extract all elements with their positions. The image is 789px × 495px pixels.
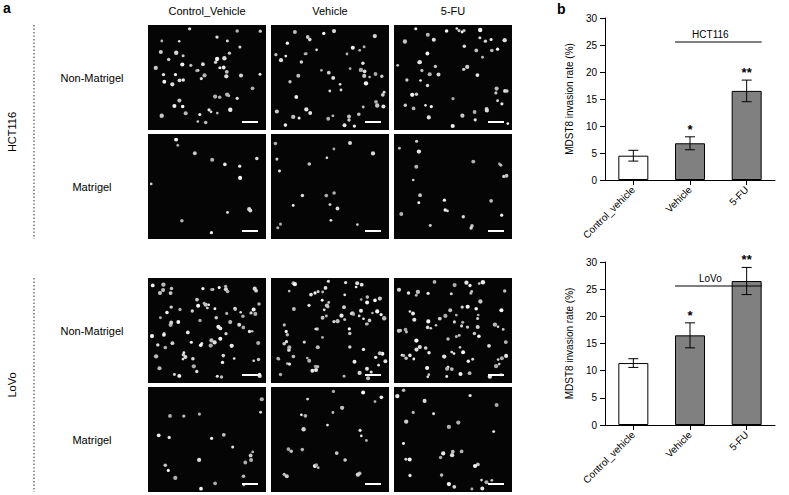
svg-text:20: 20 (586, 311, 598, 322)
svg-text:LoVo: LoVo (6, 372, 18, 397)
svg-text:30: 30 (586, 257, 598, 268)
svg-text:MDST8 invasion rate (%): MDST8 invasion rate (%) (564, 43, 575, 155)
svg-text:Matrigel: Matrigel (72, 434, 111, 446)
svg-text:0: 0 (591, 175, 597, 186)
svg-text:**: ** (742, 65, 753, 80)
svg-text:*: * (687, 308, 693, 323)
svg-text:Non-Matrigel: Non-Matrigel (61, 325, 124, 337)
svg-text:b: b (557, 1, 566, 17)
svg-text:10: 10 (586, 121, 598, 132)
svg-text:5-FU: 5-FU (727, 184, 750, 207)
svg-text:HCT116: HCT116 (6, 112, 18, 152)
svg-text:Control_vehicle: Control_vehicle (581, 429, 638, 486)
svg-text:*: * (687, 122, 693, 137)
svg-text:25: 25 (586, 40, 598, 51)
svg-text:20: 20 (586, 67, 598, 78)
svg-text:5-FU: 5-FU (727, 429, 750, 452)
svg-text:5: 5 (591, 148, 597, 159)
svg-text:15: 15 (586, 94, 598, 105)
svg-text:10: 10 (586, 365, 598, 376)
svg-text:Vehicle: Vehicle (312, 5, 347, 17)
svg-text:MDST8 invasion rate (%): MDST8 invasion rate (%) (564, 288, 575, 400)
svg-text:Control_vehicle: Control_vehicle (581, 184, 638, 241)
svg-text:25: 25 (586, 284, 598, 295)
svg-text:LoVo: LoVo (699, 273, 722, 284)
svg-text:30: 30 (586, 13, 598, 24)
svg-text:HCT116: HCT116 (692, 29, 729, 40)
svg-text:0: 0 (591, 420, 597, 431)
svg-text:Matrigel: Matrigel (72, 181, 111, 193)
svg-text:Non-Matrigel: Non-Matrigel (61, 72, 124, 84)
svg-text:Control_Vehicle: Control_Vehicle (168, 5, 245, 17)
svg-text:a: a (3, 0, 11, 16)
svg-text:5: 5 (591, 392, 597, 403)
svg-text:5-FU: 5-FU (441, 5, 466, 17)
svg-text:15: 15 (586, 338, 598, 349)
svg-text:Vehicle: Vehicle (663, 184, 694, 215)
svg-text:Vehicle: Vehicle (663, 429, 694, 460)
svg-text:**: ** (742, 252, 753, 267)
